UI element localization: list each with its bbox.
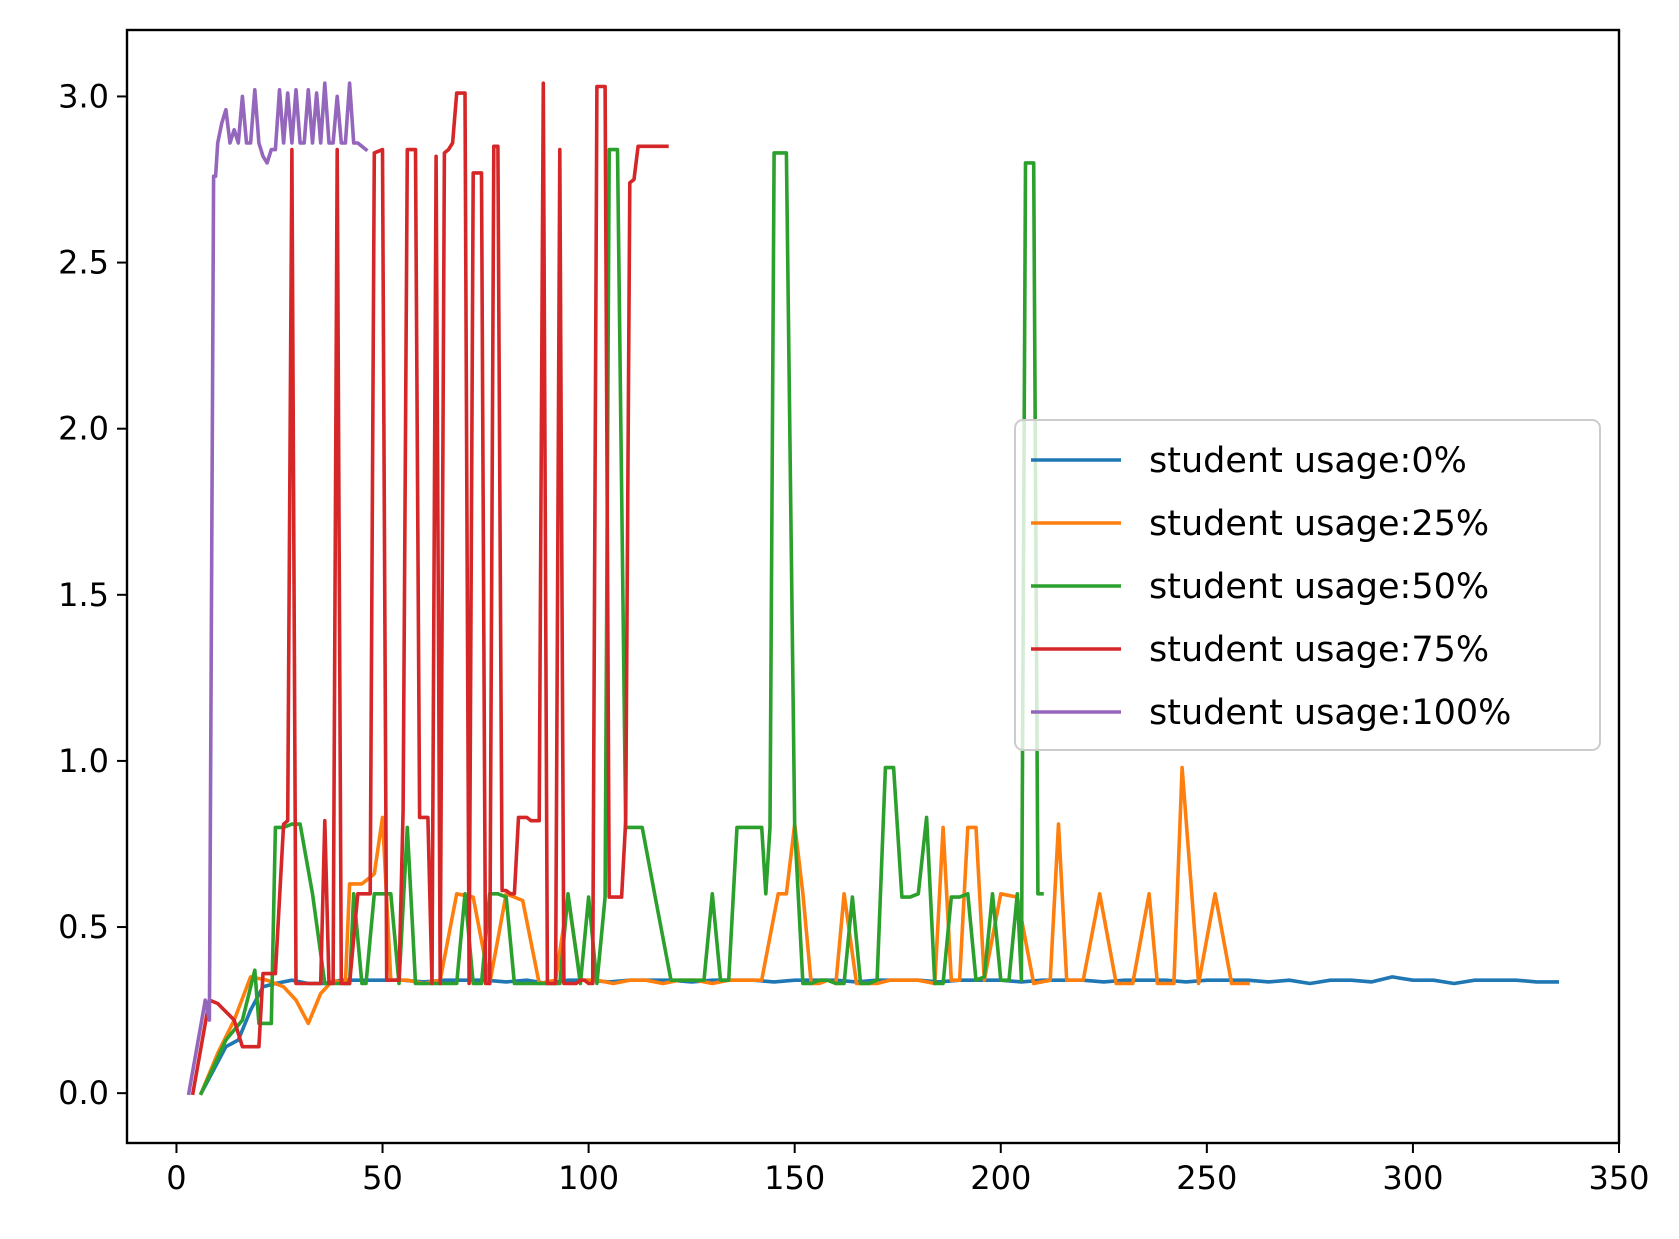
plot-frame (125, 28, 1621, 1145)
series-line-1 (198, 765, 1250, 1096)
y-tick-label: 1.0 (58, 742, 109, 780)
x-tick-label: 250 (1176, 1159, 1237, 1197)
x-tick-label: 50 (362, 1159, 403, 1197)
series-line-0 (198, 975, 1559, 1096)
series-line-4 (186, 81, 369, 1096)
x-tick-label: 350 (1588, 1159, 1649, 1197)
legend-label-1: student usage:25% (1149, 504, 1489, 544)
y-tick-label: 2.5 (58, 244, 109, 282)
x-tick-label: 100 (558, 1159, 619, 1197)
y-tick-label: 0.0 (58, 1074, 109, 1112)
y-tick-label: 0.5 (58, 908, 109, 946)
series-line-3 (190, 81, 669, 1096)
x-axis: 0 50 100 150 200 250 300 350 (166, 1143, 1650, 1197)
legend-label-4: student usage:100% (1149, 693, 1511, 733)
y-tick-label: 3.0 (58, 77, 109, 115)
y-axis: 0.0 0.5 1.0 1.5 2.0 2.5 3.0 (58, 77, 127, 1112)
x-tick-label: 200 (970, 1159, 1031, 1197)
legend: student usage:0% student usage:25% student… (1014, 419, 1601, 751)
legend-label-0: student usage:0% (1149, 441, 1467, 481)
legend-box (1014, 419, 1601, 751)
x-tick-label: 150 (764, 1159, 825, 1197)
series-line-2 (198, 147, 1044, 1096)
legend-label-2: student usage:50% (1149, 567, 1489, 607)
x-tick-label: 300 (1382, 1159, 1443, 1197)
y-tick-label: 1.5 (58, 576, 109, 614)
x-tick-label: 0 (166, 1159, 186, 1197)
series-layer (186, 81, 1559, 1096)
y-tick-label: 2.0 (58, 410, 109, 448)
legend-label-3: student usage:75% (1149, 630, 1489, 670)
